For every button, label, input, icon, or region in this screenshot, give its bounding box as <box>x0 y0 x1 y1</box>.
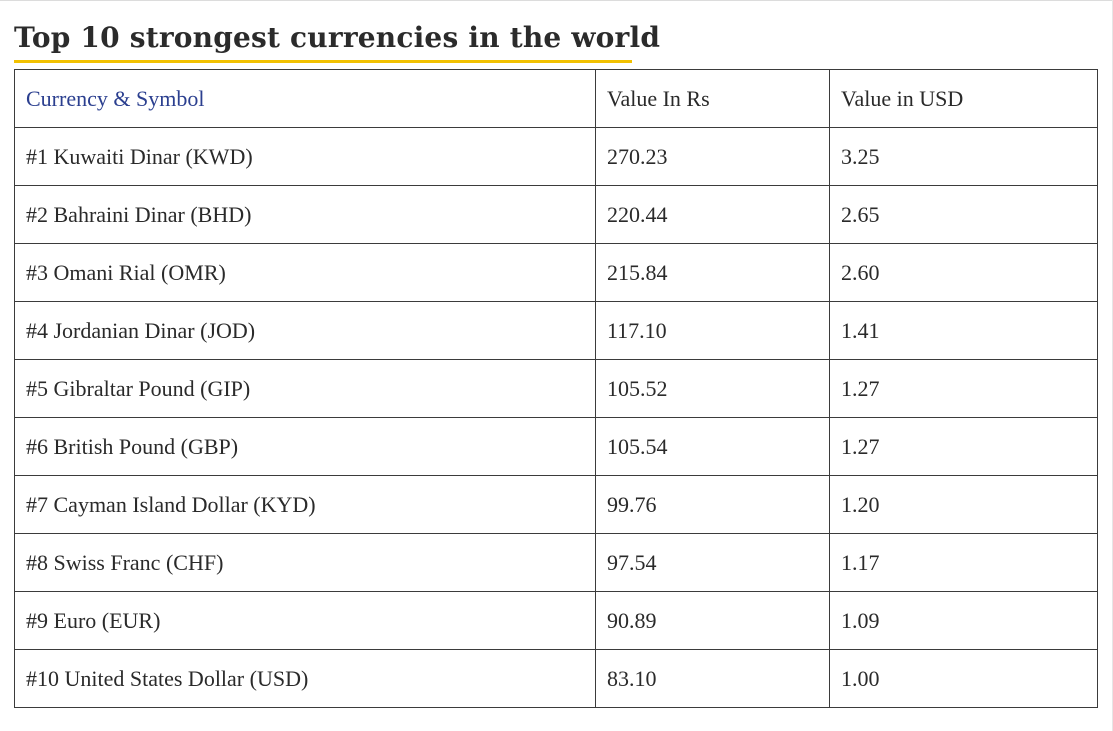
cell-value-usd: 1.27 <box>829 359 1098 418</box>
cell-value-rs: 220.44 <box>595 185 830 244</box>
table-body: #1 Kuwaiti Dinar (KWD) 270.23 3.25 #2 Ba… <box>14 127 1098 708</box>
cell-currency: #1 Kuwaiti Dinar (KWD) <box>14 127 596 186</box>
table-row: #8 Swiss Franc (CHF) 97.54 1.17 <box>14 533 1098 592</box>
page-title: Top 10 strongest currencies in the world <box>14 21 661 54</box>
cell-value-usd: 1.09 <box>829 591 1098 650</box>
cell-value-rs: 105.54 <box>595 417 830 476</box>
cell-value-rs: 105.52 <box>595 359 830 418</box>
cell-value-rs: 99.76 <box>595 475 830 534</box>
cell-value-rs: 215.84 <box>595 243 830 302</box>
table-row: #9 Euro (EUR) 90.89 1.09 <box>14 591 1098 650</box>
table-header: Currency & Symbol Value In Rs Value in U… <box>14 69 1098 128</box>
cell-value-rs: 97.54 <box>595 533 830 592</box>
cell-value-usd: 1.27 <box>829 417 1098 476</box>
header-value-usd: Value in USD <box>829 69 1098 128</box>
cell-currency: #4 Jordanian Dinar (JOD) <box>14 301 596 360</box>
title-underline <box>14 60 632 63</box>
table-row: #6 British Pound (GBP) 105.54 1.27 <box>14 417 1098 476</box>
cell-value-usd: 2.60 <box>829 243 1098 302</box>
table-row: #2 Bahraini Dinar (BHD) 220.44 2.65 <box>14 185 1098 244</box>
cell-currency: #6 British Pound (GBP) <box>14 417 596 476</box>
cell-currency: #7 Cayman Island Dollar (KYD) <box>14 475 596 534</box>
table-row: #5 Gibraltar Pound (GIP) 105.52 1.27 <box>14 359 1098 418</box>
cell-value-usd: 1.20 <box>829 475 1098 534</box>
cell-value-rs: 90.89 <box>595 591 830 650</box>
table-row: #1 Kuwaiti Dinar (KWD) 270.23 3.25 <box>14 127 1098 186</box>
cell-value-usd: 1.00 <box>829 649 1098 708</box>
currency-table: Currency & Symbol Value In Rs Value in U… <box>14 69 1098 708</box>
cell-value-usd: 3.25 <box>829 127 1098 186</box>
cell-value-usd: 1.17 <box>829 533 1098 592</box>
cell-value-rs: 117.10 <box>595 301 830 360</box>
table-row: #10 United States Dollar (USD) 83.10 1.0… <box>14 649 1098 708</box>
table-row: #4 Jordanian Dinar (JOD) 117.10 1.41 <box>14 301 1098 360</box>
header-value-rs: Value In Rs <box>595 69 830 128</box>
cell-currency: #9 Euro (EUR) <box>14 591 596 650</box>
table-row: #7 Cayman Island Dollar (KYD) 99.76 1.20 <box>14 475 1098 534</box>
cell-currency: #8 Swiss Franc (CHF) <box>14 533 596 592</box>
cell-value-rs: 270.23 <box>595 127 830 186</box>
table-header-row: Currency & Symbol Value In Rs Value in U… <box>14 69 1098 128</box>
cell-currency: #3 Omani Rial (OMR) <box>14 243 596 302</box>
header-currency-symbol: Currency & Symbol <box>14 69 596 128</box>
cell-value-usd: 1.41 <box>829 301 1098 360</box>
cell-currency: #10 United States Dollar (USD) <box>14 649 596 708</box>
table-row: #3 Omani Rial (OMR) 215.84 2.60 <box>14 243 1098 302</box>
cell-value-usd: 2.65 <box>829 185 1098 244</box>
page-top-border <box>0 0 1113 1</box>
cell-currency: #2 Bahraini Dinar (BHD) <box>14 185 596 244</box>
cell-currency: #5 Gibraltar Pound (GIP) <box>14 359 596 418</box>
cell-value-rs: 83.10 <box>595 649 830 708</box>
